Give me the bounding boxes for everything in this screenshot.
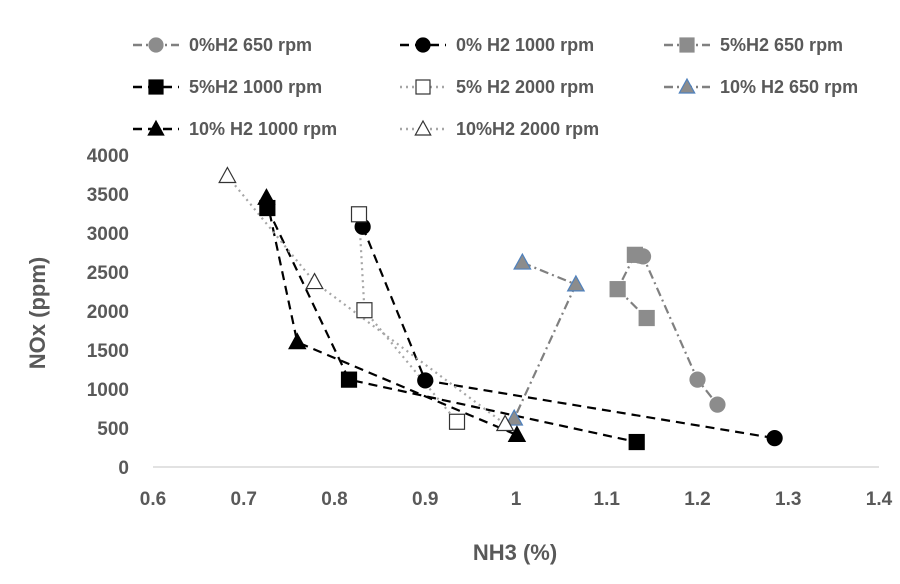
x-tick-label: 1 [511,489,522,510]
legend-label: 5%H2 1000 rpm [189,77,322,97]
x-axis-label: NH3 (%) [473,540,557,565]
data-point [626,246,643,263]
y-tick-label: 2000 [87,302,129,323]
series-line [265,197,518,437]
data-point [417,372,434,389]
data-point [288,332,307,350]
x-tick-label: 1.2 [684,489,710,510]
legend-entry: 10% H2 650 rpm [664,77,858,97]
x-axis-ticks: 0.6 0.7 0.8 0.9 1 1.1 1.2 1.3 1.4 [140,489,893,510]
legend-label: 0% H2 1000 rpm [456,35,594,55]
legend-marker [148,37,164,53]
x-tick-label: 0.7 [231,489,257,510]
legend-label: 10%H2 2000 rpm [456,119,599,139]
series-line [357,214,458,423]
legend-entry: 5% H2 2000 rpm [400,77,594,97]
plot-area: 0.6 0.7 0.8 0.9 1 1.1 1.2 1.3 1.4 0 500 1000 1500 20… [87,146,893,510]
y-tick-label: 500 [97,419,129,440]
series-line [639,254,719,406]
x-tick-label: 1.1 [594,489,621,510]
legend-marker [148,79,164,95]
legend-label: 10% H2 650 rpm [720,77,858,97]
data-point [609,281,626,298]
data-point [448,413,466,430]
y-tick-label: 3000 [87,224,129,245]
series-points [218,166,783,451]
data-point [257,188,276,205]
data-point [507,425,527,443]
series-line [266,207,637,444]
legend-entry: 5%H2 650 rpm [664,35,843,55]
legend-marker [147,119,165,136]
data-point [689,371,706,388]
legend-marker [679,37,695,53]
y-tick-label: 1000 [87,380,129,401]
data-point [356,302,373,319]
legend-entry: 10%H2 2000 rpm [400,119,599,139]
legend-label: 10% H2 1000 rpm [189,119,337,139]
data-point [566,274,586,292]
x-tick-label: 1.3 [775,489,801,510]
data-point [350,206,368,223]
legend-marker [414,119,432,136]
y-axis-ticks: 0 500 1000 1500 2000 2500 3000 3500 4000 [87,146,129,479]
x-tick-label: 1.4 [866,489,893,510]
data-point [340,371,358,388]
x-tick-label: 0.9 [412,489,438,510]
x-tick-label: 0.6 [140,489,166,510]
series-line [513,261,578,420]
data-point [218,166,237,184]
y-axis-label: NOx (ppm) [25,257,50,369]
legend-label: 0%H2 650 rpm [189,35,312,55]
data-point [495,414,515,432]
x-tick-label: 0.8 [321,489,347,510]
legend-marker [415,37,431,53]
series-line [226,175,506,425]
data-point [766,430,783,447]
data-point [305,272,324,290]
legend-marker [415,79,431,95]
data-point [504,408,524,426]
y-tick-label: 3500 [87,185,129,206]
legend-entry: 0% H2 1000 rpm [400,35,594,55]
legend-marker [678,77,696,94]
legend-entry: 10% H2 1000 rpm [133,119,337,139]
data-point [628,433,645,451]
y-tick-label: 4000 [87,146,129,167]
legend: 0%H2 650 rpm 0% H2 1000 rpm 5%H2 650 rpm 5%… [133,35,858,139]
data-point [513,252,532,270]
y-tick-label: 1500 [87,341,129,362]
y-tick-label: 2500 [87,263,129,284]
series-lines [226,175,775,444]
legend-entry: 0%H2 650 rpm [133,35,312,55]
legend-label: 5%H2 650 rpm [720,35,843,55]
legend-label: 5% H2 2000 rpm [456,77,594,97]
data-point [709,396,726,413]
data-point [638,309,655,327]
y-tick-label: 0 [118,458,129,479]
legend-entry: 5%H2 1000 rpm [133,77,322,97]
